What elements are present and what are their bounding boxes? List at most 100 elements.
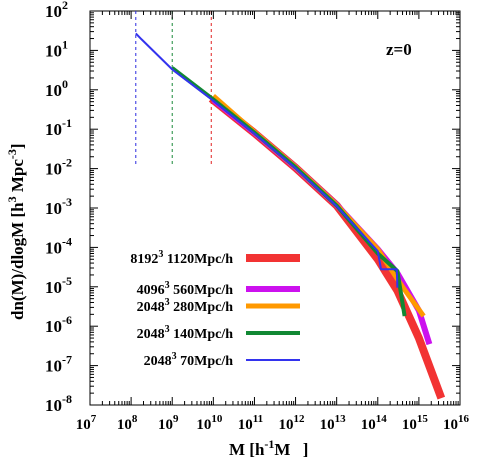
x-tick-label: 108: [117, 413, 138, 433]
y-tick-label: 10-6: [45, 313, 72, 336]
x-tick-exponent: 10: [211, 413, 223, 425]
x-axis-label: M [h-1M ]: [229, 437, 308, 459]
x-tick-label: 1011: [238, 413, 263, 433]
legend-resolution: 2048: [137, 327, 165, 342]
series-line: [208, 95, 446, 400]
y-tick-label: 10-1: [45, 116, 72, 139]
x-tick-label: 107: [76, 413, 97, 433]
y-label-exponent: -3: [5, 149, 19, 159]
x-tick-exponent: 15: [417, 413, 429, 425]
plot-area-border: [89, 10, 461, 406]
legend-box: 140Mpc/h: [170, 327, 234, 342]
x-tick-base: 10: [443, 417, 458, 433]
x-tick-base: 10: [238, 417, 253, 433]
y-tick-label: 10-3: [45, 195, 72, 218]
x-tick-base: 10: [402, 417, 417, 433]
x-tick-label: 109: [158, 413, 179, 433]
x-axis-ticks: 107 108 109 1010 1011 1012 1013 1014 1015 1016: [76, 11, 470, 433]
y-tick-label: 102: [45, 0, 68, 21]
x-tick-base: 10: [320, 417, 335, 433]
y-tick-base: 10: [45, 2, 62, 21]
y-tick-exponent: -4: [62, 234, 72, 248]
redshift-annotation: z=0: [386, 40, 412, 59]
y-tick-exponent: -7: [62, 353, 72, 367]
legend-resolution: 4096: [137, 283, 165, 298]
series-line: [170, 66, 407, 317]
x-axis-label-text: M [h-1M ]: [229, 437, 308, 459]
y-tick-base: 10: [45, 160, 62, 179]
legend-box: 280Mpc/h: [170, 300, 234, 315]
y-tick-label: 10-8: [45, 392, 72, 415]
y-axis-label: dn(M)/dlogM [h3 Mpc-3]: [5, 143, 27, 320]
y-tick-label: 10-2: [45, 156, 72, 179]
y-tick-base: 10: [45, 317, 62, 336]
x-tick-base: 10: [158, 417, 173, 433]
x-tick-label: 1010: [196, 413, 223, 433]
legend-label: 20483 280Mpc/h: [137, 297, 234, 315]
x-label-part: M: [274, 440, 290, 459]
x-tick-label: 1015: [402, 413, 429, 433]
x-label-part: M [h: [229, 440, 265, 459]
y-tick-exponent: -3: [62, 195, 72, 209]
series-line: [135, 32, 399, 288]
series-lines: [135, 32, 446, 400]
series-line: [211, 97, 433, 346]
plot-frame: [89, 10, 461, 406]
y-tick-label: 10-4: [45, 234, 72, 257]
y-tick-label: 10-5: [45, 274, 72, 297]
legend-resolution: 2048: [144, 354, 172, 369]
y-tick-exponent: 1: [62, 37, 68, 51]
y-tick-exponent: 2: [62, 0, 68, 12]
y-tick-base: 10: [45, 41, 62, 60]
legend-resolution: 8192: [130, 252, 158, 267]
legend-power: 3: [158, 249, 163, 260]
x-tick-exponent: 9: [173, 413, 179, 425]
legend-resolution: 2048: [137, 300, 165, 315]
y-label-part: dn(M)/dlogM [h: [8, 202, 27, 320]
legend-label: 20483 70Mpc/h: [144, 351, 234, 369]
x-tick-exponent: 8: [132, 413, 138, 425]
x-tick-label: 1016: [443, 413, 470, 433]
x-tick-base: 10: [279, 417, 294, 433]
legend-label: 20483 140Mpc/h: [137, 324, 234, 342]
legend-box: 70Mpc/h: [177, 354, 234, 369]
resolution-limit-lines: [135, 11, 212, 165]
y-label-exponent: 3: [5, 196, 19, 202]
y-tick-exponent: 0: [62, 77, 68, 91]
y-axis-ticks: 10-810-710-610-510-410-310-210-110010110…: [45, 0, 460, 415]
legend-label: 81923 1120Mpc/h: [130, 249, 233, 267]
x-tick-exponent: 13: [335, 413, 347, 425]
y-tick-base: 10: [45, 238, 62, 257]
y-tick-exponent: -6: [62, 313, 72, 327]
x-tick-exponent: 14: [376, 413, 388, 425]
x-tick-exponent: 12: [294, 413, 306, 425]
y-tick-base: 10: [45, 199, 62, 218]
y-tick-exponent: -1: [62, 116, 72, 130]
y-axis-label-text: dn(M)/dlogM [h3 Mpc-3]: [5, 143, 27, 320]
x-tick-base: 10: [76, 417, 91, 433]
x-label-part: [290, 440, 294, 459]
x-tick-label: 1012: [279, 413, 306, 433]
x-tick-exponent: 11: [253, 413, 263, 425]
y-tick-exponent: -8: [62, 392, 72, 406]
legend-box: 560Mpc/h: [170, 283, 234, 298]
y-tick-base: 10: [45, 120, 62, 139]
y-tick-base: 10: [45, 396, 62, 415]
y-tick-label: 10-7: [45, 353, 72, 376]
x-tick-base: 10: [117, 417, 132, 433]
legend-box: 1120Mpc/h: [163, 252, 233, 267]
y-tick-base: 10: [45, 278, 62, 297]
y-tick-label: 100: [45, 77, 68, 100]
x-tick-label: 1014: [361, 413, 388, 433]
y-tick-exponent: -5: [62, 274, 72, 288]
y-label-part: Mpc: [8, 159, 27, 197]
x-tick-exponent: 16: [458, 413, 470, 425]
y-label-part: ]: [8, 143, 27, 149]
legend-label: 40963 560Mpc/h: [137, 280, 234, 298]
legend-power: 3: [165, 280, 170, 291]
x-label-exponent: -1: [264, 437, 274, 451]
y-tick-label: 101: [45, 37, 68, 60]
y-tick-base: 10: [45, 357, 62, 376]
